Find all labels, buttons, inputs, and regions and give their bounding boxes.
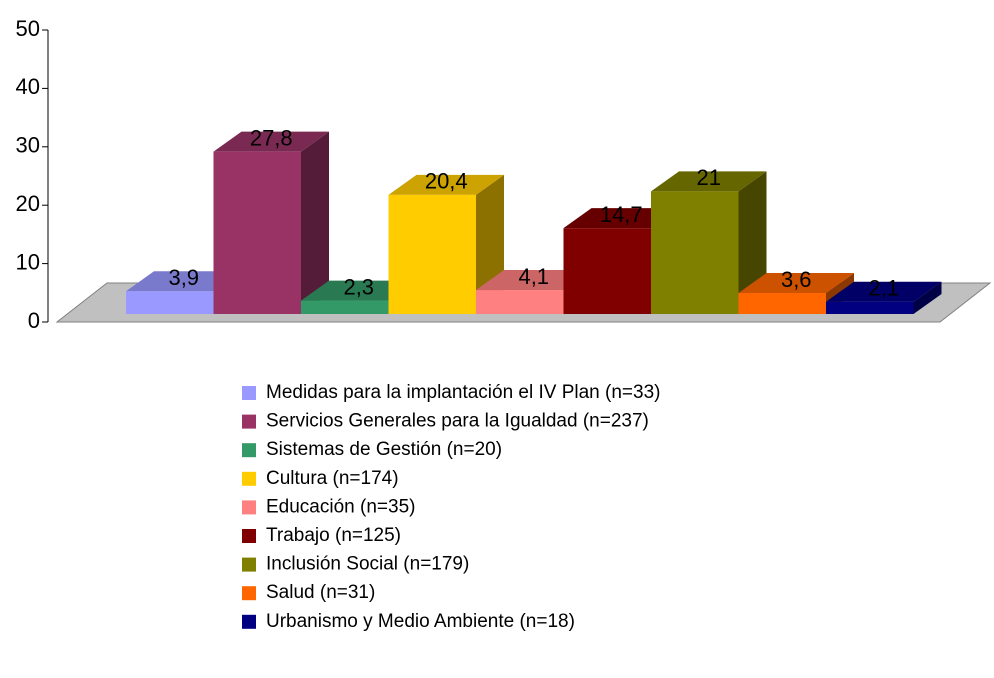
bar-top — [826, 281, 942, 302]
legend-label: Educación (n=35) — [266, 496, 415, 517]
bar-top — [388, 174, 504, 195]
bar-side — [301, 131, 329, 314]
y-tick-label: 30 — [16, 133, 40, 158]
bar — [388, 194, 476, 314]
bar — [651, 191, 739, 314]
y-tick-label: 0 — [28, 308, 40, 333]
bar-top — [651, 171, 767, 192]
bar-top — [213, 131, 329, 152]
legend-swatch — [242, 529, 256, 543]
legend-swatch — [242, 500, 256, 515]
bar-top — [301, 280, 417, 301]
bar — [476, 290, 564, 314]
y-tick-label: 50 — [16, 16, 40, 41]
bar — [826, 301, 914, 314]
y-tick-label: 10 — [16, 249, 40, 274]
data-label: 2,1 — [868, 276, 899, 301]
legend-swatch — [242, 557, 256, 572]
bar-top — [738, 272, 854, 293]
legend-label: Cultura (n=174) — [266, 468, 399, 489]
legend-swatch — [242, 414, 256, 429]
legend-swatch — [242, 386, 256, 400]
legend-swatch — [242, 443, 256, 458]
data-label: 20,4 — [425, 169, 468, 194]
legend-label: Servicios Generales para la Igualdad (n=… — [266, 411, 649, 432]
legend-label: Salud (n=31) — [266, 582, 375, 603]
legend-label: Sistemas de Gestión (n=20) — [266, 439, 502, 460]
bar — [213, 151, 301, 314]
bar-top — [563, 208, 679, 229]
bar — [563, 228, 651, 314]
legend-label: Trabajo (n=125) — [266, 525, 401, 546]
data-label: 27,8 — [250, 125, 293, 150]
data-label: 3,9 — [168, 265, 199, 290]
data-label: 21 — [697, 165, 721, 190]
data-label: 3,6 — [781, 267, 812, 292]
y-tick-label: 40 — [16, 74, 40, 99]
data-label: 2,3 — [343, 274, 374, 299]
bar — [738, 292, 826, 314]
legend-label: Urbanismo y Medio Ambiente (n=18) — [266, 611, 575, 632]
legend-label: Medidas para la implantación el IV Plan … — [266, 382, 660, 403]
data-label: 4,1 — [518, 264, 549, 289]
bar-side — [913, 281, 942, 314]
bar — [301, 300, 389, 314]
legend-swatch — [242, 586, 256, 601]
data-label: 14,7 — [600, 202, 643, 227]
bar-top — [126, 271, 242, 292]
legend-swatch — [242, 471, 256, 486]
bar-top — [476, 270, 592, 291]
legend-label: Inclusión Social (n=179) — [266, 554, 469, 575]
bar — [126, 291, 214, 314]
y-tick-label: 20 — [16, 191, 40, 216]
legend-swatch — [242, 614, 256, 629]
